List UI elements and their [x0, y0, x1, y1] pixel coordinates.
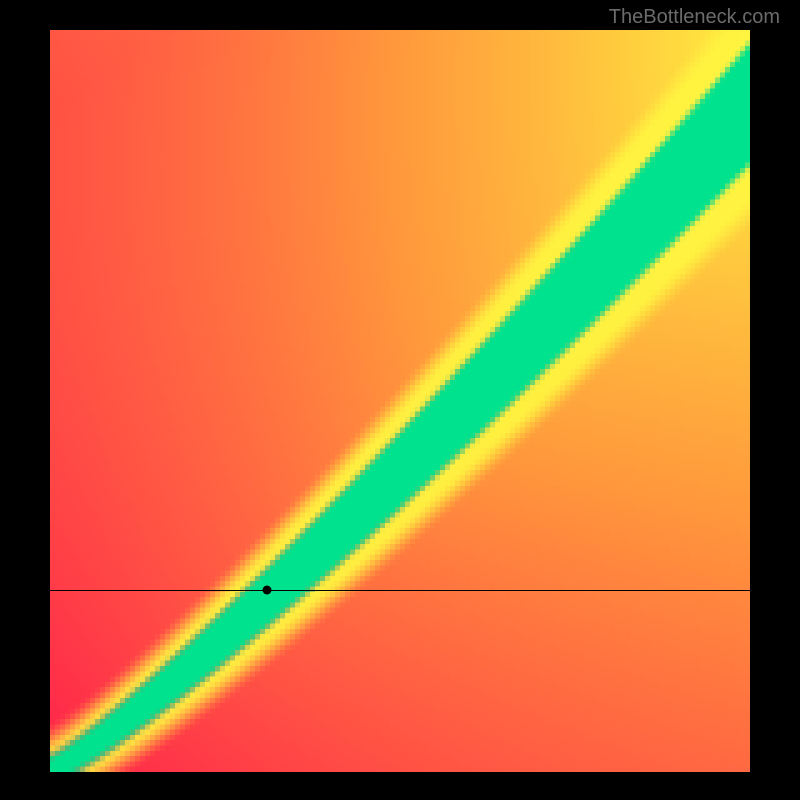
- watermark-text: TheBottleneck.com: [609, 6, 780, 29]
- crosshair-marker-point: [263, 586, 272, 595]
- heatmap-plot-area: [50, 30, 750, 772]
- heatmap-canvas: [50, 30, 750, 772]
- crosshair-horizontal-line: [50, 590, 750, 591]
